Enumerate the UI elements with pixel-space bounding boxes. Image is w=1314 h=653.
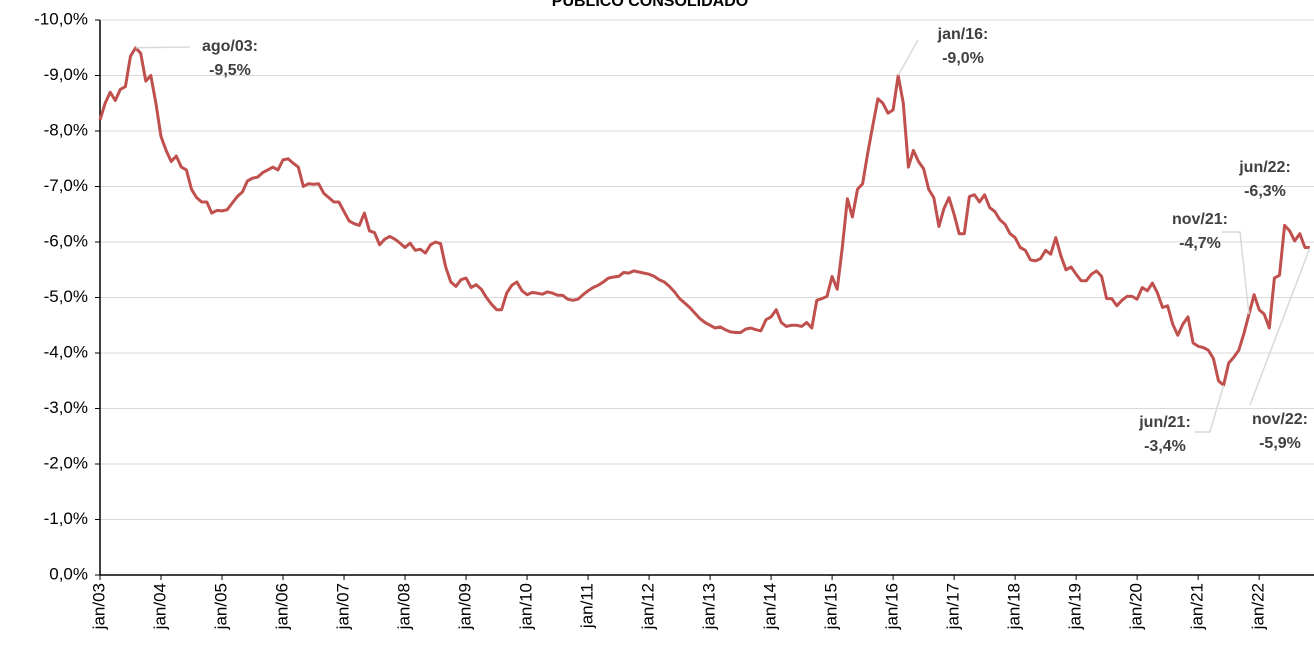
x-tick-label: jan/06 xyxy=(273,583,292,630)
y-tick-label: -6,0% xyxy=(44,231,88,250)
leader-line xyxy=(897,39,919,76)
annotation-date: ago/03: xyxy=(202,38,258,55)
x-tick-label: jan/17 xyxy=(944,583,963,630)
chart-title: PÚBLICO CONSOLIDADO xyxy=(552,0,748,10)
annotation-date: jun/21: xyxy=(1138,414,1191,431)
x-tick-label: jan/20 xyxy=(1127,583,1146,630)
x-tick-label: jan/08 xyxy=(395,583,414,630)
leader-line xyxy=(1222,231,1250,315)
x-tick-label: jan/07 xyxy=(334,583,353,630)
annotation-value: -9,0% xyxy=(942,50,984,67)
y-tick-label: -7,0% xyxy=(44,176,88,195)
x-tick-label: jan/16 xyxy=(883,583,902,630)
y-tick-label: 0,0% xyxy=(49,564,88,583)
annotation-value: -9,5% xyxy=(209,62,251,79)
x-tick-label: jan/04 xyxy=(150,583,169,630)
leader-line xyxy=(135,46,191,49)
y-tick-label: -8,0% xyxy=(44,120,88,139)
annotation-date: nov/21: xyxy=(1172,211,1228,228)
leader-line xyxy=(1195,384,1225,433)
annotation-value: -4,7% xyxy=(1179,235,1221,252)
annotation-value: -3,4% xyxy=(1144,438,1186,455)
x-tick-label: jan/21 xyxy=(1188,583,1207,630)
x-tick-label: jan/09 xyxy=(456,583,475,630)
y-tick-label: -2,0% xyxy=(44,453,88,472)
annotation-value: -6,3% xyxy=(1244,183,1286,200)
x-tick-label: jan/03 xyxy=(89,583,108,630)
y-tick-label: -9,0% xyxy=(44,65,88,84)
x-tick-label: jan/05 xyxy=(212,583,231,630)
annotation-value: -5,9% xyxy=(1259,435,1301,452)
y-tick-label: -1,0% xyxy=(44,509,88,528)
x-tick-label: jan/19 xyxy=(1066,583,1085,630)
x-tick-label: jan/15 xyxy=(822,583,841,630)
y-tick-label: -5,0% xyxy=(44,287,88,306)
annotation-date: jan/16: xyxy=(937,26,989,43)
annotation-date: jun/22: xyxy=(1238,159,1291,176)
y-tick-label: -10,0% xyxy=(34,9,88,28)
x-tick-label: jan/14 xyxy=(761,583,780,630)
y-tick-label: -3,0% xyxy=(44,398,88,417)
data-line xyxy=(98,46,1310,387)
x-tick-label: jan/10 xyxy=(517,583,536,630)
x-tick-label: jan/13 xyxy=(700,583,719,630)
y-tick-label: -4,0% xyxy=(44,342,88,361)
annotation-date: nov/22: xyxy=(1252,411,1308,428)
leader-line xyxy=(1249,247,1311,406)
x-tick-label: jan/11 xyxy=(578,583,597,629)
x-tick-label: jan/18 xyxy=(1005,583,1024,630)
x-tick-label: jan/22 xyxy=(1249,583,1268,630)
x-tick-label: jan/12 xyxy=(639,583,658,630)
